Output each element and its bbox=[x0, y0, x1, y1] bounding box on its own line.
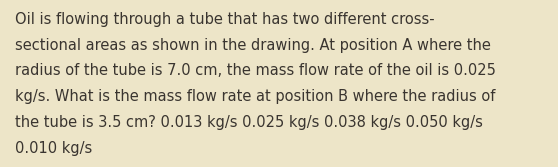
Text: the tube is 3.5 cm? 0.013 kg/s 0.025 kg/s 0.038 kg/s 0.050 kg/s: the tube is 3.5 cm? 0.013 kg/s 0.025 kg/… bbox=[15, 115, 482, 130]
Text: radius of the tube is 7.0 cm, the mass flow rate of the oil is 0.025: radius of the tube is 7.0 cm, the mass f… bbox=[15, 63, 496, 78]
Text: Oil is flowing through a tube that has two different cross-: Oil is flowing through a tube that has t… bbox=[15, 12, 434, 27]
Text: 0.010 kg/s: 0.010 kg/s bbox=[15, 141, 92, 156]
Text: sectional areas as shown in the drawing. At position A where the: sectional areas as shown in the drawing.… bbox=[15, 38, 490, 53]
Text: kg/s. What is the mass flow rate at position B where the radius of: kg/s. What is the mass flow rate at posi… bbox=[15, 89, 495, 104]
